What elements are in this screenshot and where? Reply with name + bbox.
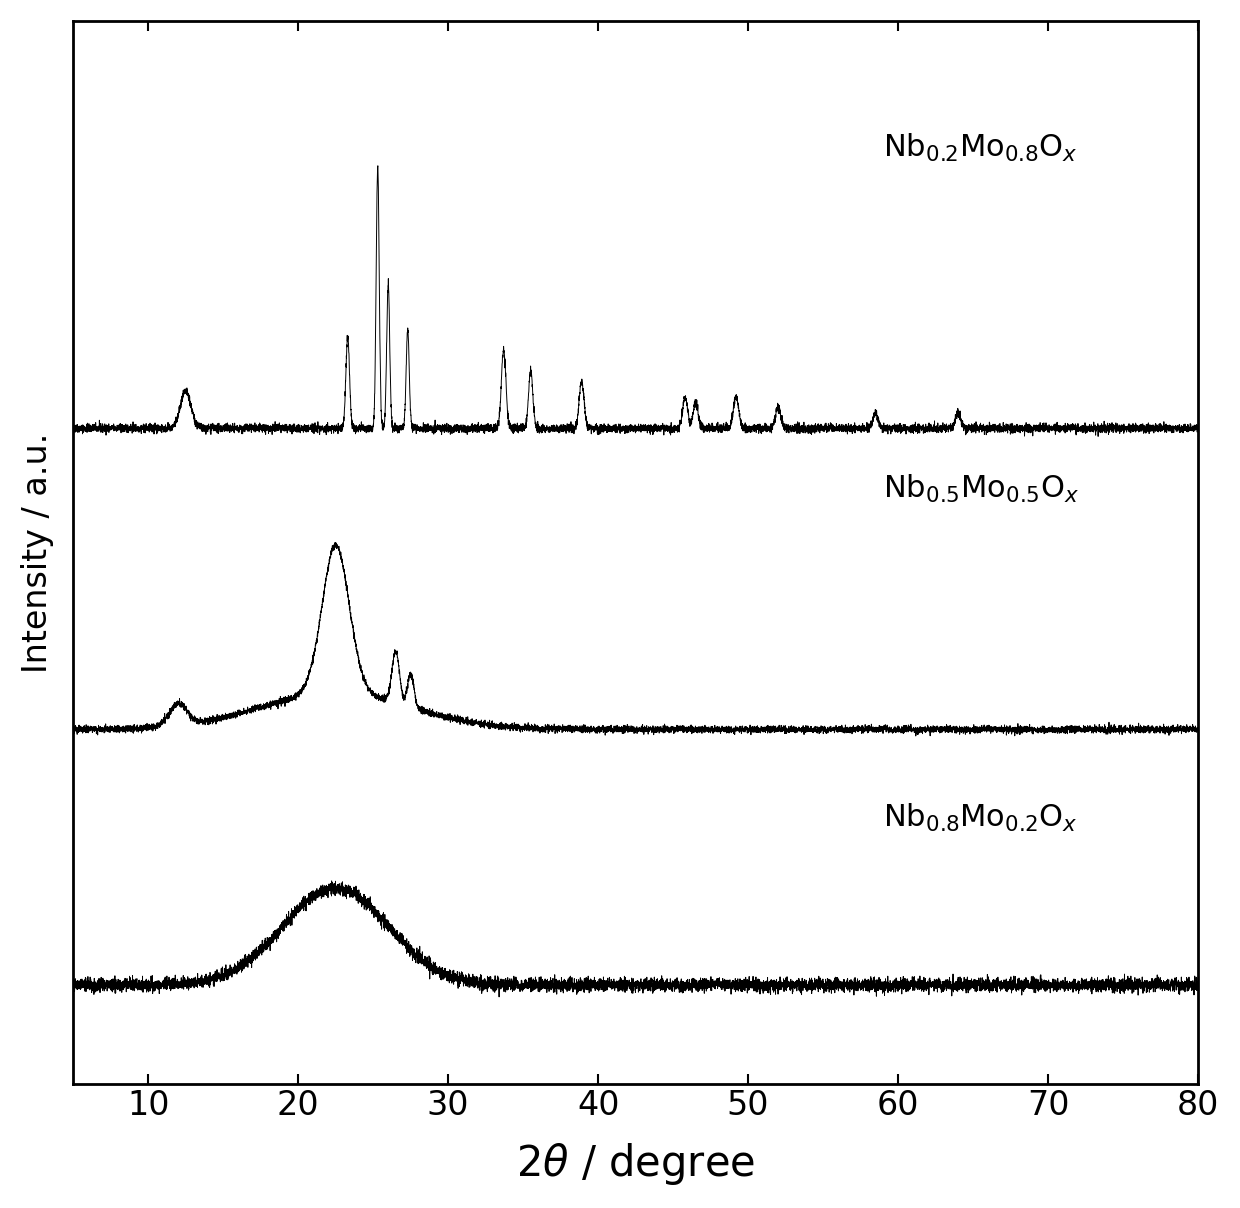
Text: Nb$_{0.8}$Mo$_{0.2}$O$_x$: Nb$_{0.8}$Mo$_{0.2}$O$_x$ [883, 802, 1078, 834]
X-axis label: 2$\theta$ / degree: 2$\theta$ / degree [516, 1142, 755, 1187]
Text: Nb$_{0.5}$Mo$_{0.5}$O$_x$: Nb$_{0.5}$Mo$_{0.5}$O$_x$ [883, 472, 1080, 505]
Text: Nb$_{0.2}$Mo$_{0.8}$O$_x$: Nb$_{0.2}$Mo$_{0.8}$O$_x$ [883, 132, 1078, 164]
Y-axis label: Intensity / a.u.: Intensity / a.u. [21, 432, 53, 673]
